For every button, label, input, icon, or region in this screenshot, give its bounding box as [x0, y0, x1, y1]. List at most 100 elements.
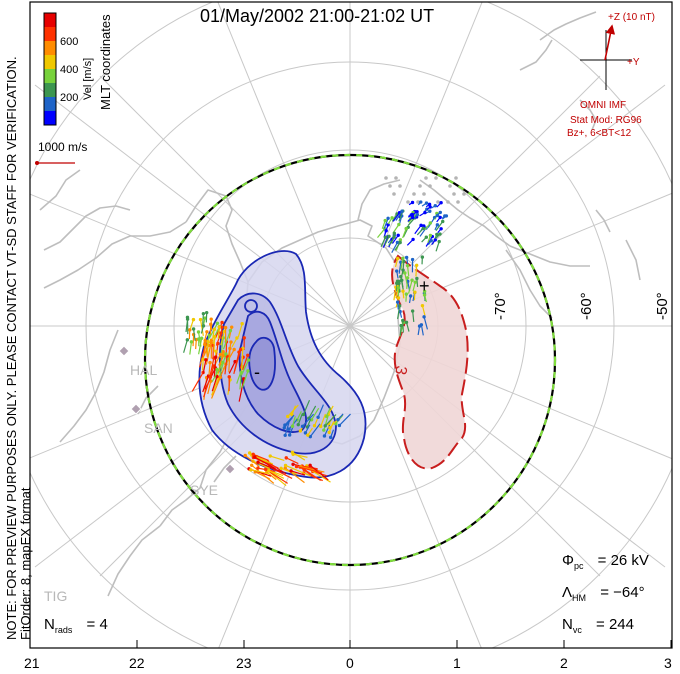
colorbar-block [44, 27, 56, 41]
velocity-vector [338, 413, 351, 426]
phi-value: = 26 kV [597, 552, 649, 569]
vector-origin-dot [336, 417, 340, 422]
velocity-vector [257, 467, 276, 473]
velocity-vector [425, 236, 433, 247]
vector-origin-dot [383, 235, 388, 239]
velocity-vector [203, 377, 211, 398]
vector-origin-dot [392, 231, 397, 236]
vector-origin-dot [208, 375, 213, 379]
velocity-vector [308, 405, 317, 419]
vector-origin-dot [287, 427, 291, 431]
colorbar-tick-400: 400 [60, 64, 79, 76]
vector-origin-dot [283, 463, 288, 468]
vector-origin-dot [444, 214, 449, 218]
vector-origin-dot [404, 292, 409, 296]
velocity-vector [398, 262, 402, 274]
vector-origin-dot [411, 237, 415, 242]
grey-dot [392, 192, 396, 196]
mlt-tick-3: 3 [664, 655, 672, 671]
vector-origin-dot [395, 300, 400, 304]
coordinates-label: MLT coordinates [98, 14, 113, 110]
vector-origin-dot [308, 463, 312, 467]
grey-dot [446, 200, 450, 204]
velocity-vector [213, 357, 217, 378]
vector-origin-dot [256, 460, 260, 464]
grey-dot [456, 200, 460, 204]
vector-origin-dot [390, 216, 394, 220]
vector-origin-dot [208, 360, 212, 365]
velocity-vector [202, 313, 204, 325]
vector-origin-dot [242, 336, 246, 340]
vector-origin-dot [251, 452, 255, 457]
vector-origin-dot [410, 257, 415, 262]
vector-origin-dot [221, 350, 225, 354]
velocity-vector [222, 330, 231, 350]
velocity-vector [250, 469, 270, 475]
velocity-vector [228, 327, 233, 339]
vector-origin-dot [404, 255, 409, 260]
vector-origin-dot [188, 328, 192, 332]
grey-dot [462, 192, 466, 196]
vector-origin-dot [301, 412, 306, 417]
coastlines [39, 11, 641, 597]
colorbar-frame [43, 12, 57, 126]
nvc-subscript: vc [572, 625, 582, 635]
colorbar-tick-200: 200 [60, 92, 79, 104]
velocity-vector [192, 328, 196, 341]
grey-dot [434, 176, 438, 180]
imf-condition-label: Bz+, 6<BT<12 [567, 128, 632, 139]
vector-origin-dot [414, 263, 419, 267]
vector-origin-dot [256, 466, 260, 470]
station-san: SAN [144, 420, 173, 436]
vector-origin-dot [247, 451, 252, 455]
velocity-vector [302, 465, 318, 470]
vector-origin-dot [268, 454, 272, 458]
contour-min-label: - [254, 362, 260, 382]
grey-dot [388, 184, 392, 188]
vector-origin-dot [420, 255, 425, 259]
contour-value-label: 3 [391, 364, 409, 376]
vector-origin-dot [410, 309, 415, 313]
vector-origin-dot [395, 240, 400, 245]
velocity-vector [228, 361, 236, 374]
velocity-vector [191, 372, 204, 392]
vector-origin-dot [396, 286, 401, 290]
velocity-vector [254, 456, 276, 470]
vector-origin-dot [203, 342, 207, 347]
vector-origin-dot [401, 289, 405, 293]
vector-origin-dot [398, 240, 402, 245]
fit-order-note: FitOrder: 8, mapEX format [18, 487, 33, 640]
nrads-value: = 4 [86, 616, 108, 633]
velocity-vector [215, 332, 222, 346]
vector-origin-dot [327, 430, 331, 435]
vector-origin-dot [437, 239, 441, 244]
station-tig: TIG [44, 588, 68, 604]
velocity-vector [198, 338, 203, 355]
vector-origin-dot [398, 238, 403, 242]
velocity-vector [400, 258, 404, 271]
vector-origin-dot [198, 317, 203, 322]
vector-origin-dot [217, 325, 221, 329]
vector-origin-dot [238, 347, 243, 352]
vector-origin-dot [397, 304, 402, 308]
vector-origin-dot [204, 310, 209, 315]
velocity-vector [218, 354, 225, 366]
vector-origin-dot [428, 233, 433, 238]
vector-origin-dot [422, 293, 427, 297]
mlt-tick-0: 0 [346, 655, 354, 671]
latitude-label-70: -70° [492, 292, 509, 320]
vector-origin-dot [417, 324, 422, 328]
dusk-cell [198, 250, 367, 479]
vector-origin-dot [249, 468, 253, 472]
velocity-vector [268, 470, 285, 479]
vector-origin-dot [415, 210, 419, 214]
velocity-vector [285, 464, 312, 477]
vector-origin-dot [419, 223, 423, 228]
vector-origin-dot [427, 202, 432, 207]
vector-origin-dot [322, 428, 326, 432]
velocity-vector [320, 413, 326, 427]
reference-vector [35, 161, 75, 165]
vector-origin-dot [328, 435, 333, 440]
velocity-vector [309, 423, 321, 437]
vector-origin-dot [428, 221, 433, 225]
